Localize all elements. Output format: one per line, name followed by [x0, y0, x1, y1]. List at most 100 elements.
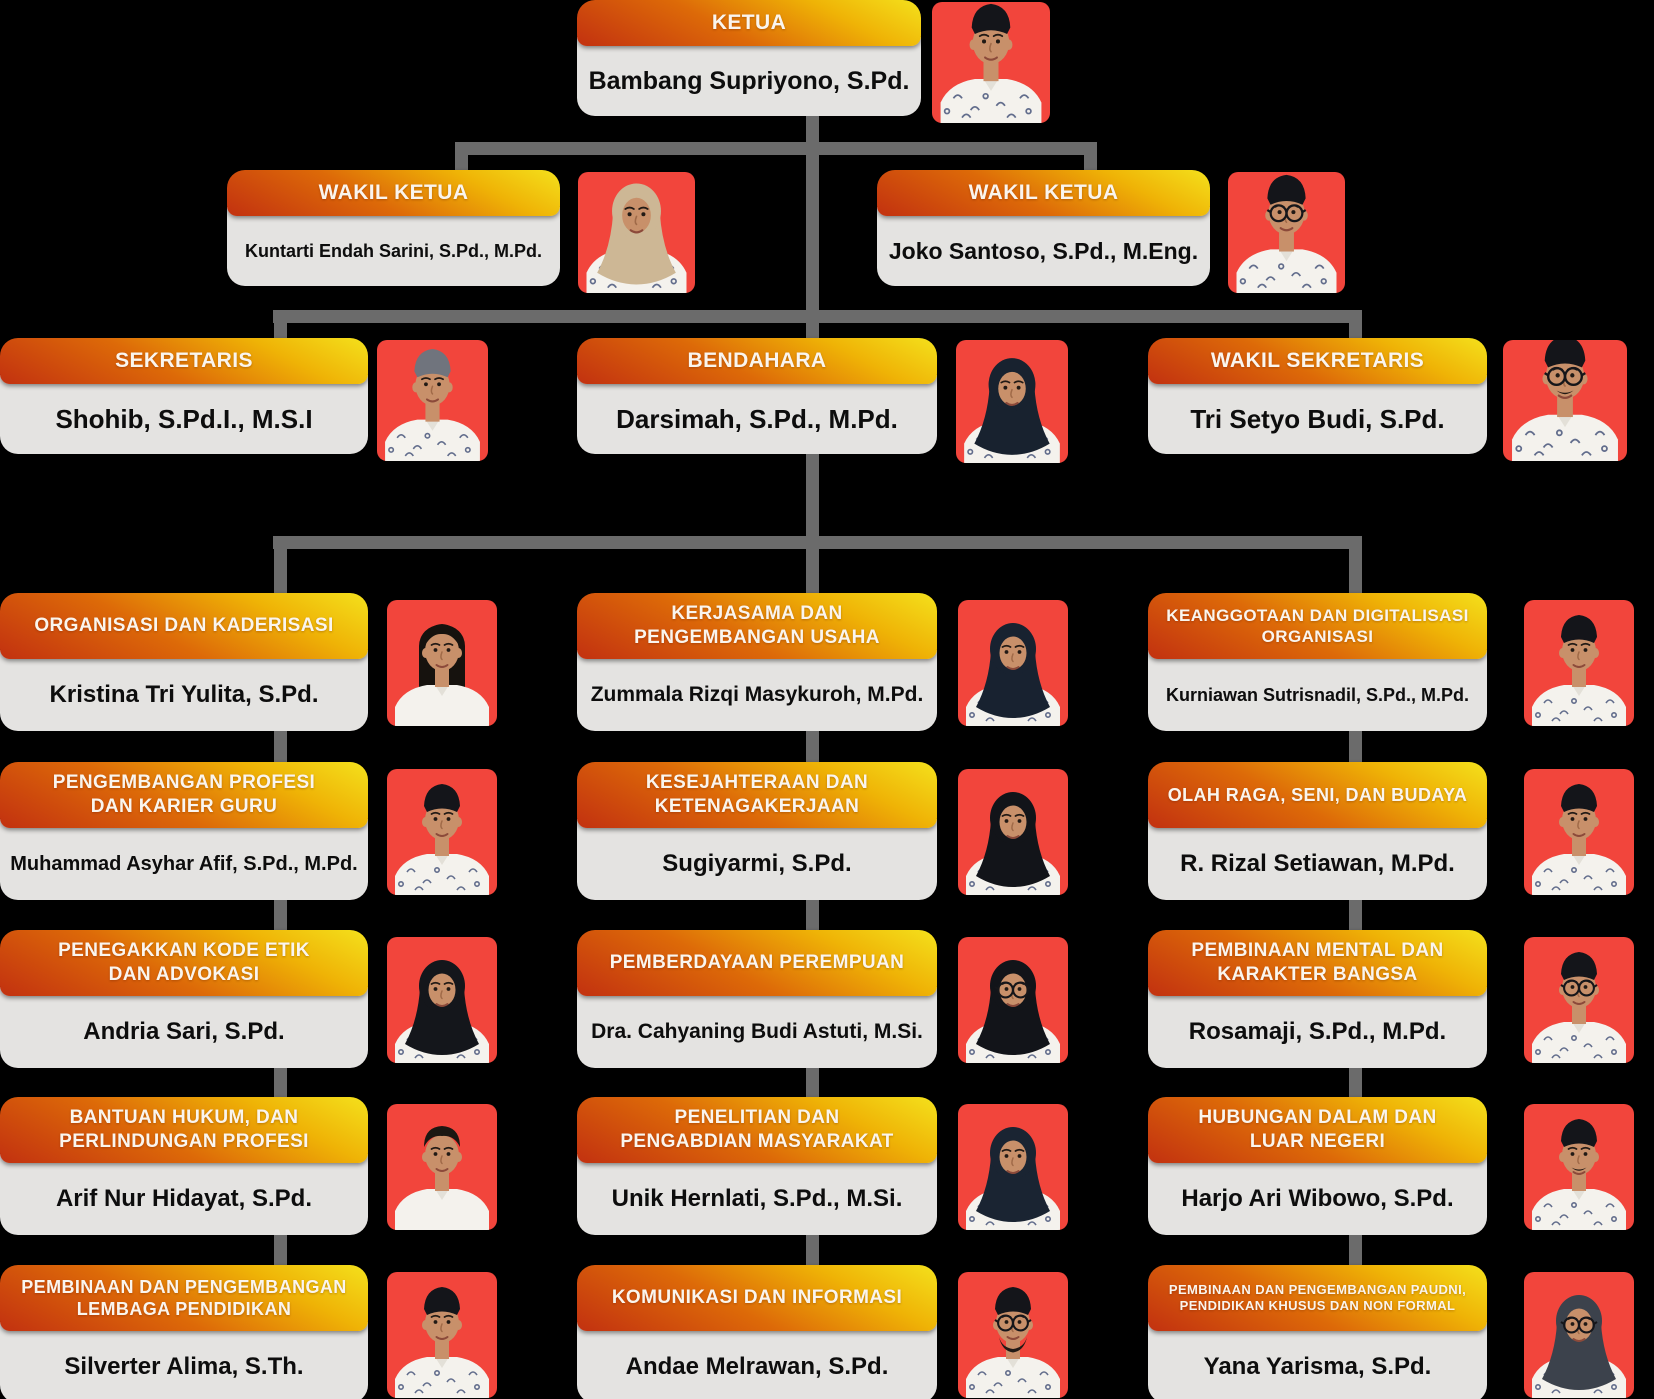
role-title: WAKIL KETUA	[318, 180, 469, 204]
portrait-photo	[377, 340, 488, 461]
avatar-icon	[966, 1127, 1060, 1230]
portrait-photo	[1524, 600, 1634, 726]
portrait-photo	[932, 2, 1050, 123]
avatar-icon	[395, 1126, 489, 1230]
role-header: BANTUAN HUKUM, DAN PERLINDUNGAN PROFESI	[0, 1097, 368, 1163]
portrait-photo	[958, 600, 1068, 726]
person-name: Yana Yarisma, S.Pd.	[1203, 1353, 1432, 1380]
person-name: Unik Hernlati, S.Pd., M.Si.	[611, 1185, 903, 1212]
card-body: Andria Sari, S.Pd.	[0, 987, 368, 1068]
role-title: PEMBINAAN DAN PENGEMBANGAN PAUDNI, PENDI…	[1168, 1281, 1467, 1313]
card-body: Dra. Cahyaning Budi Astuti, M.Si.	[577, 987, 937, 1068]
avatar-icon	[395, 624, 489, 726]
card-body: Unik Hernlati, S.Pd., M.Si.	[577, 1154, 937, 1235]
portrait-photo	[578, 172, 695, 293]
org-card: PEMBINAAN DAN PENGEMBANGAN PAUDNI, PENDI…	[1148, 1265, 1487, 1399]
card-body: Andae Melrawan, S.Pd.	[577, 1322, 937, 1399]
role-header: KOMUNIKASI DAN INFORMASI	[577, 1265, 937, 1331]
role-title: KETUA	[711, 10, 787, 34]
role-title: WAKIL SEKRETARIS	[1210, 348, 1425, 372]
role-header: KETUA	[577, 0, 921, 46]
avatar-icon	[586, 183, 687, 293]
role-title: BANTUAN HUKUM, DAN PERLINDUNGAN PROFESI	[59, 1107, 309, 1152]
role-title: PEMBINAAN DAN PENGEMBANGAN LEMBAGA PENDI…	[21, 1276, 347, 1319]
connector-line	[805, 1228, 819, 1272]
person-name: Kuntarti Endah Sarini, S.Pd., M.Pd.	[244, 240, 543, 261]
card-body: Silverter Alima, S.Th.	[0, 1322, 368, 1399]
role-header: PEMBERDAYAAN PEREMPUAN	[577, 930, 937, 996]
portrait-photo	[387, 1272, 497, 1398]
card-body: Shohib, S.Pd.I., M.S.I	[0, 375, 368, 454]
connector-line	[805, 1061, 819, 1104]
person-name: Shohib, S.Pd.I., M.S.I	[55, 403, 313, 434]
avatar-icon	[966, 960, 1060, 1063]
role-header: KERJASAMA DAN PENGEMBANGAN USAHA	[577, 593, 937, 659]
role-title: BENDAHARA	[687, 348, 827, 372]
portrait-photo	[1228, 172, 1345, 293]
portrait-photo	[958, 769, 1068, 895]
role-header: PENEGAKKAN KODE ETIK DAN ADVOKASI	[0, 930, 368, 996]
card-body: Harjo Ari Wibowo, S.Pd.	[1148, 1154, 1487, 1235]
avatar-icon	[1532, 1295, 1626, 1398]
org-card: KEANGGOTAAN DAN DIGITALISASI ORGANISASI …	[1148, 593, 1487, 731]
org-card: PEMBINAAN DAN PENGEMBANGAN LEMBAGA PENDI…	[0, 1265, 368, 1399]
connector-line	[805, 725, 819, 769]
role-header: PEMBINAAN MENTAL DAN KARAKTER BANGSA	[1148, 930, 1487, 996]
connector-line	[805, 893, 819, 937]
role-header: KESEJAHTERAAN DAN KETENAGAKERJAAN	[577, 762, 937, 828]
org-card: WAKIL KETUA Kuntarti Endah Sarini, S.Pd.…	[227, 170, 560, 286]
card-body: Rosamaji, S.Pd., M.Pd.	[1148, 987, 1487, 1068]
role-header: PEMBINAAN DAN PENGEMBANGAN PAUDNI, PENDI…	[1148, 1265, 1487, 1331]
card-body: Sugiyarmi, S.Pd.	[577, 819, 937, 900]
portrait-photo	[387, 937, 497, 1063]
card-body: Darsimah, S.Pd., M.Pd.	[577, 375, 937, 454]
org-card: SEKRETARIS Shohib, S.Pd.I., M.S.I	[0, 338, 368, 454]
connector-line	[1348, 1061, 1362, 1104]
role-header: PENGEMBANGAN PROFESI DAN KARIER GURU	[0, 762, 368, 828]
person-name: Darsimah, S.Pd., M.Pd.	[616, 403, 898, 434]
role-title: HUBUNGAN DALAM DAN LUAR NEGERI	[1198, 1107, 1437, 1152]
person-name: Kurniawan Sutrisnadil, S.Pd., M.Pd.	[1165, 684, 1470, 705]
role-header: BENDAHARA	[577, 338, 937, 384]
avatar-icon	[395, 784, 489, 895]
org-card: KETUA Bambang Supriyono, S.Pd.	[577, 0, 921, 116]
connector-line	[273, 1061, 287, 1104]
role-header: PEMBINAAN DAN PENGEMBANGAN LEMBAGA PENDI…	[0, 1265, 368, 1331]
role-title: PENGEMBANGAN PROFESI DAN KARIER GURU	[52, 772, 316, 817]
portrait-photo	[1524, 1104, 1634, 1230]
card-body: Joko Santoso, S.Pd., M.Eng.	[877, 207, 1210, 286]
avatar-icon	[1532, 952, 1626, 1063]
connector-line	[1348, 725, 1362, 769]
avatar-icon	[1236, 174, 1337, 293]
role-header: HUBUNGAN DALAM DAN LUAR NEGERI	[1148, 1097, 1487, 1163]
role-title: PENEGAKKAN KODE ETIK DAN ADVOKASI	[58, 940, 310, 985]
role-title: KOMUNIKASI DAN INFORMASI	[611, 1287, 903, 1309]
portrait-photo	[1503, 340, 1627, 461]
org-card: PEMBINAAN MENTAL DAN KARAKTER BANGSA Ros…	[1148, 930, 1487, 1068]
card-body: Bambang Supriyono, S.Pd.	[577, 37, 921, 116]
connector-line	[805, 450, 819, 549]
person-name: Andria Sari, S.Pd.	[83, 1018, 285, 1045]
role-title: KERJASAMA DAN PENGEMBANGAN USAHA	[634, 603, 880, 648]
role-header: WAKIL KETUA	[877, 170, 1210, 216]
role-title: PEMBINAAN MENTAL DAN KARAKTER BANGSA	[1191, 940, 1444, 985]
role-title: OLAH RAGA, SENI, DAN BUDAYA	[1167, 784, 1468, 805]
portrait-photo	[958, 1104, 1068, 1230]
person-name: Arif Nur Hidayat, S.Pd.	[55, 1185, 313, 1212]
role-title: SEKRETARIS	[115, 348, 253, 372]
avatar-icon	[964, 358, 1060, 463]
avatar-icon	[395, 1287, 489, 1398]
person-name: Muhammad Asyhar Afif, S.Pd., M.Pd.	[10, 852, 358, 875]
portrait-photo	[387, 600, 497, 726]
role-header: OLAH RAGA, SENI, DAN BUDAYA	[1148, 762, 1487, 828]
org-card: WAKIL KETUA Joko Santoso, S.Pd., M.Eng.	[877, 170, 1210, 286]
person-name: Harjo Ari Wibowo, S.Pd.	[1181, 1185, 1454, 1212]
org-card: OLAH RAGA, SENI, DAN BUDAYA R. Rizal Set…	[1148, 762, 1487, 900]
person-name: Zummala Rizqi Masykuroh, M.Pd.	[590, 683, 924, 706]
role-title: ORGANISASI DAN KADERISASI	[34, 615, 334, 637]
person-name: Dra. Cahyaning Budi Astuti, M.Si.	[591, 1020, 923, 1043]
card-body: Kurniawan Sutrisnadil, S.Pd., M.Pd.	[1148, 650, 1487, 731]
role-title: PENELITIAN DAN PENGABDIAN MASYARAKAT	[620, 1107, 894, 1152]
avatar-icon	[1532, 1119, 1626, 1230]
card-body: Yana Yarisma, S.Pd.	[1148, 1322, 1487, 1399]
